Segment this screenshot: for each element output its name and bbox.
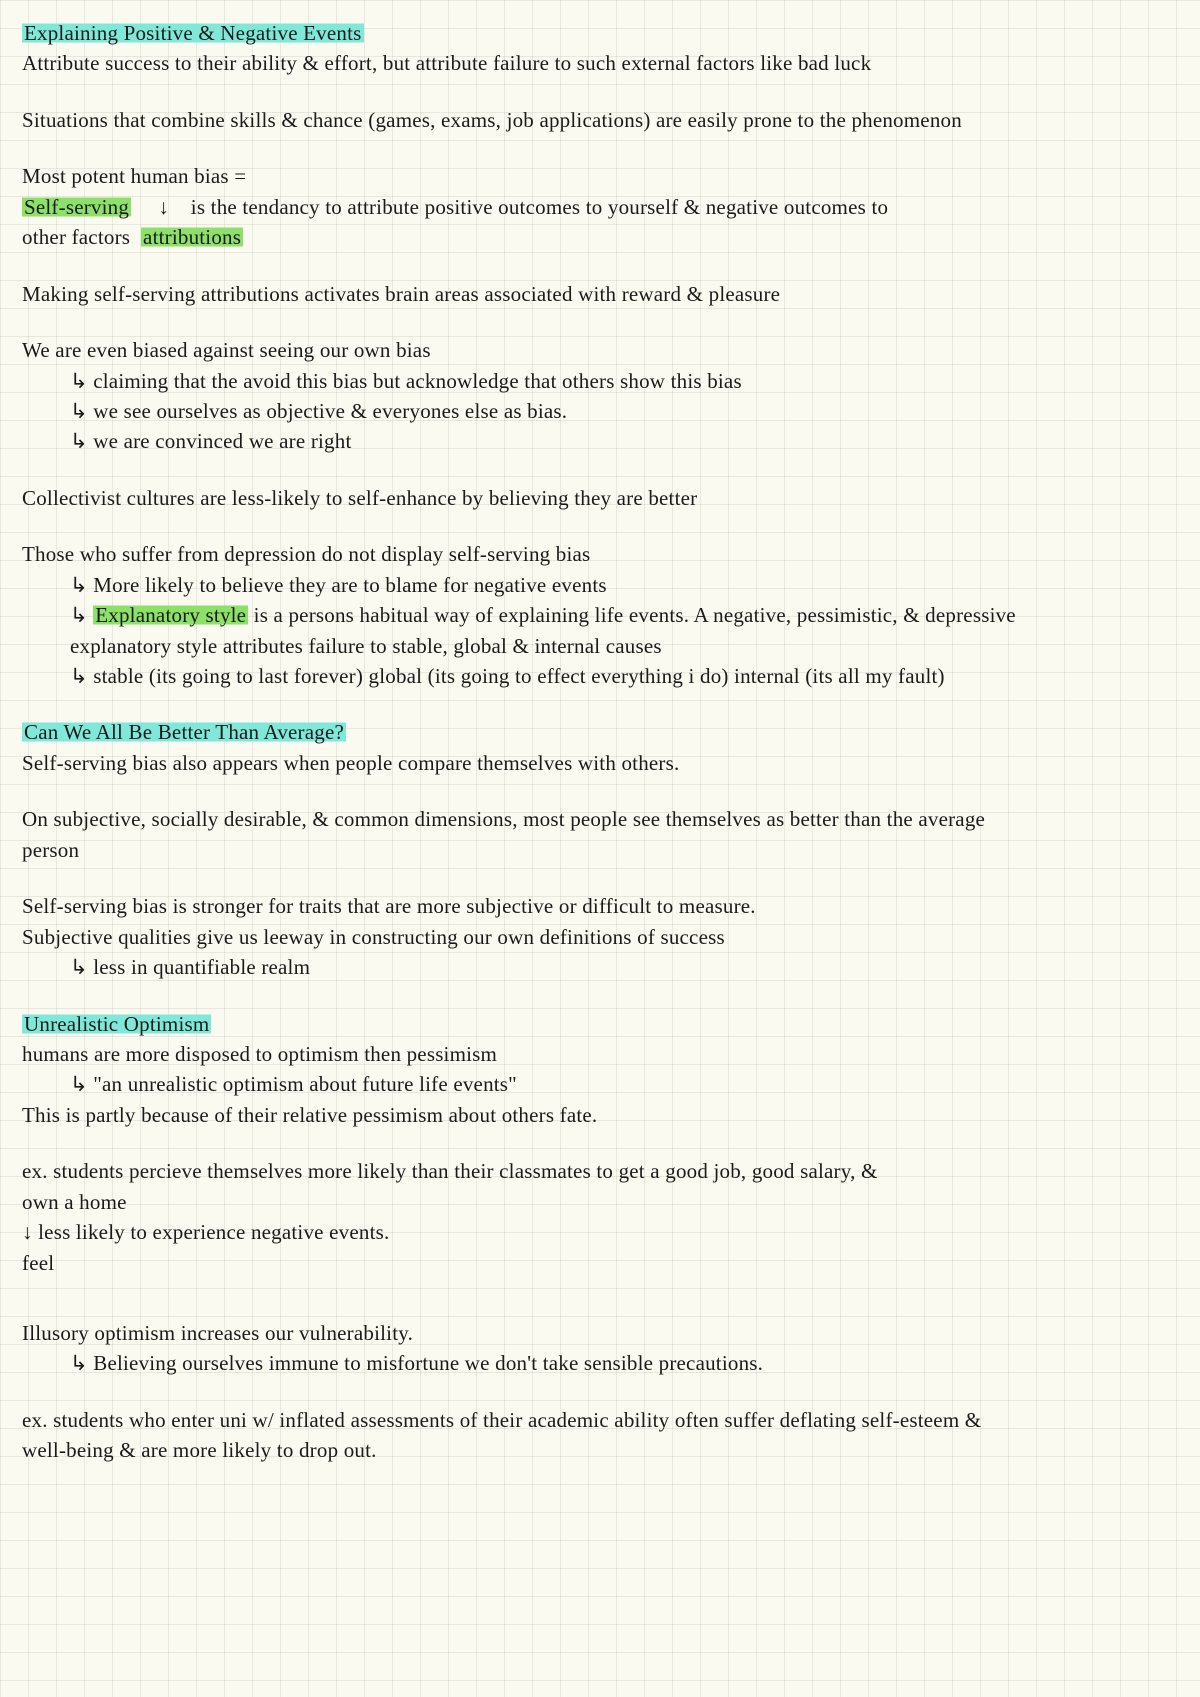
heading-text: Explaining Positive & Negative Events — [22, 21, 364, 45]
note-line: feel — [22, 1248, 1178, 1278]
note-line: ex. students who enter uni w/ inflated a… — [22, 1405, 1178, 1435]
note-line: well-being & are more likely to drop out… — [22, 1435, 1178, 1465]
term-self-serving: Self-serving — [22, 195, 131, 219]
note-line: other factors attributions — [22, 222, 1178, 252]
note-text: other factors — [22, 225, 141, 249]
note-subline: ↳ "an unrealistic optimism about future … — [22, 1069, 1178, 1099]
note-line: Self-serving bias also appears when peop… — [22, 748, 1178, 778]
note-subline: ↳ we are convinced we are right — [22, 426, 1178, 456]
heading-explaining: Explaining Positive & Negative Events — [22, 18, 1178, 48]
note-line: person — [22, 835, 1178, 865]
note-line: Illusory optimism increases our vulnerab… — [22, 1318, 1178, 1348]
heading-text: Can We All Be Better Than Average? — [22, 720, 346, 744]
note-line: own a home — [22, 1187, 1178, 1217]
note-line: Most potent human bias = — [22, 161, 1178, 191]
note-line: humans are more disposed to optimism the… — [22, 1039, 1178, 1069]
note-line: Those who suffer from depression do not … — [22, 539, 1178, 569]
note-subline: ↳ less in quantifiable realm — [22, 952, 1178, 982]
note-subline: ↳ Explanatory style is a persons habitua… — [22, 600, 1178, 630]
term-attributions: attributions — [141, 225, 243, 249]
term-explanatory-style: Explanatory style — [93, 603, 248, 627]
note-line: On subjective, socially desirable, & com… — [22, 804, 1178, 834]
note-subline: ↳ stable (its going to last forever) glo… — [22, 661, 1178, 691]
note-line: This is partly because of their relative… — [22, 1100, 1178, 1130]
note-line: Self-serving bias is stronger for traits… — [22, 891, 1178, 921]
note-line: ↓ less likely to experience negative eve… — [22, 1217, 1178, 1247]
note-line: Self-serving ↓ is the tendancy to attrib… — [22, 192, 1178, 222]
note-subline: ↳ More likely to believe they are to bla… — [22, 570, 1178, 600]
note-subline: ↳ Believing ourselves immune to misfortu… — [22, 1348, 1178, 1378]
note-line: Collectivist cultures are less-likely to… — [22, 483, 1178, 513]
note-subline: explanatory style attributes failure to … — [22, 631, 1178, 661]
note-line: Attribute success to their ability & eff… — [22, 48, 1178, 78]
note-text: is a persons habitual way of explaining … — [248, 603, 1016, 627]
heading-unrealistic-optimism: Unrealistic Optimism — [22, 1009, 1178, 1039]
note-subline: ↳ claiming that the avoid this bias but … — [22, 366, 1178, 396]
note-line: Subjective qualities give us leeway in c… — [22, 922, 1178, 952]
heading-text: Unrealistic Optimism — [22, 1012, 211, 1036]
note-line: We are even biased against seeing our ow… — [22, 335, 1178, 365]
note-line: Situations that combine skills & chance … — [22, 105, 1178, 135]
note-text: ↓ is the tendancy to attribute positive … — [131, 195, 888, 219]
note-line: ex. students percieve themselves more li… — [22, 1156, 1178, 1186]
heading-better-than-average: Can We All Be Better Than Average? — [22, 717, 1178, 747]
note-subline: ↳ we see ourselves as objective & everyo… — [22, 396, 1178, 426]
bullet-arrow: ↳ — [70, 603, 93, 627]
note-line: Making self-serving attributions activat… — [22, 279, 1178, 309]
